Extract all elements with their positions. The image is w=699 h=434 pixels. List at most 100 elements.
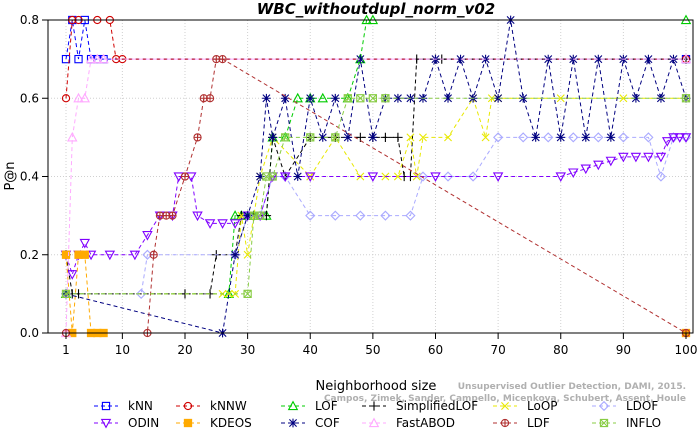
point-ODIN-22	[430, 172, 441, 182]
watermark-line-1: Campos, Zimek, Sander, Campello, Micenko…	[324, 394, 686, 404]
legend-label-FastABOD: FastABOD	[396, 416, 455, 430]
watermark: Unsupervised Outlier Detection, DAMI, 20…	[324, 382, 686, 404]
point-ODIN-31	[643, 152, 654, 163]
point-LoOP-13	[406, 133, 415, 142]
x-tick-label-10: 100	[675, 343, 698, 357]
point-COF-5	[262, 93, 271, 103]
legend-label-INFLO: INFLO	[626, 416, 661, 430]
point-COF-11	[330, 93, 340, 103]
y-tick-label-2: 0.4	[20, 170, 39, 184]
legend-marker-FastABOD	[368, 417, 380, 428]
legend-label-LDF: LDF	[527, 416, 550, 430]
y-tick-label-1: 0.2	[20, 248, 39, 262]
point-ODIN-12	[192, 211, 203, 222]
legend-item-kNNW: kNNW	[176, 399, 247, 413]
point-ODIN-5	[104, 250, 116, 261]
point-COF-13	[356, 54, 365, 64]
point-LoOP-12	[393, 172, 402, 181]
point-ODIN-6	[129, 250, 141, 261]
point-ODIN-13	[204, 219, 216, 229]
point-COF-6	[268, 133, 277, 142]
legend-marker-COF	[288, 418, 298, 428]
point-ODIN-32	[655, 152, 667, 163]
point-COF-33	[606, 133, 616, 142]
point-INFLO-9	[343, 94, 352, 103]
legend-label-COF: COF	[315, 416, 340, 430]
legend-item-LDOF: LDOF	[592, 399, 658, 413]
point-ODIN-20	[304, 172, 316, 182]
point-LOF-9	[292, 92, 303, 103]
point-LDOF-17	[518, 132, 529, 143]
series-INFLO	[61, 94, 691, 299]
legend-marker-kNN	[101, 401, 111, 411]
point-INFLO-8	[331, 133, 340, 142]
point-COF-2	[230, 250, 240, 260]
point-ODIN-36	[680, 133, 692, 143]
point-FastABOD-7	[680, 53, 692, 64]
point-LDOF-8	[305, 210, 316, 221]
point-INFLO-10	[356, 94, 365, 103]
point-COF-29	[556, 133, 566, 142]
point-SimplifiedLOF-16	[380, 132, 391, 143]
legend-marker-INFLO	[599, 418, 609, 428]
axis-ticks: 1 10 20 30 40 50 60 70 80 90 100 0.0 0.2 0.4 0.6 0.8	[20, 13, 698, 357]
y-tick-label-3: 0.6	[20, 91, 39, 105]
point-COF-36	[644, 54, 653, 64]
legend-item-SimplifiedLOF: SimplifiedLOF	[362, 399, 478, 413]
point-LDF-11	[218, 54, 227, 64]
legend-label-LoOP: LoOP	[527, 399, 558, 413]
legend-item-INFLO: INFLO	[592, 416, 661, 430]
legend-item-LDF: LDF	[493, 416, 550, 430]
legend-label-LDOF: LDOF	[626, 399, 658, 413]
point-COF-7	[280, 93, 290, 103]
legend-item-FastABOD: FastABOD	[362, 416, 455, 430]
point-KDEOS-0	[61, 250, 71, 259]
legend-marker-LDOF	[598, 400, 610, 412]
point-COF-12	[343, 133, 353, 142]
x-tick-label-5: 50	[365, 343, 380, 357]
point-COF-3	[243, 211, 252, 220]
legend-label-KDEOS: KDEOS	[210, 416, 252, 430]
point-COF-24	[493, 93, 503, 103]
point-FastABOD-5	[92, 53, 103, 64]
point-ODIN-21	[367, 172, 379, 182]
y-tick-label-0: 0.0	[20, 326, 39, 340]
series-line-FastABOD	[65, 58, 686, 334]
point-LDOF-14	[442, 171, 454, 182]
point-LDF-7	[193, 133, 202, 142]
point-ODIN-1	[67, 270, 78, 280]
legend-marker-ODIN	[100, 418, 112, 429]
point-INFLO-6	[281, 133, 290, 142]
legend-marker-LDF	[500, 418, 510, 428]
legend-item-LoOP: LoOP	[493, 399, 558, 413]
y-tick-label-4: 0.8	[20, 13, 39, 27]
point-ODIN-29	[618, 152, 629, 163]
point-ODIN-27	[593, 160, 604, 171]
point-LDOF-11	[380, 210, 391, 221]
x-tick-label-3: 30	[240, 343, 255, 357]
point-LDOF-15	[467, 171, 479, 182]
point-LDOF-16	[493, 132, 504, 143]
point-COF-31	[581, 133, 591, 142]
point-SimplifiedLOF-17	[393, 132, 403, 143]
x-tick-label-6: 60	[428, 343, 443, 357]
point-ODIN-26	[580, 164, 592, 175]
point-FastABOD-4	[85, 53, 97, 64]
x-tick-label-2: 20	[177, 343, 192, 357]
point-ODIN-24	[555, 172, 566, 182]
point-LDF-6	[180, 172, 190, 181]
point-FastABOD-2	[73, 92, 84, 103]
x-tick-label-9: 90	[616, 343, 631, 357]
point-ODIN-7	[142, 231, 153, 241]
point-LDOF-19	[568, 132, 579, 143]
series-line-LoOP	[66, 97, 686, 295]
legend-item-COF: COF	[281, 416, 340, 430]
point-kNN-0	[61, 54, 71, 64]
series-LoOP	[62, 94, 690, 298]
legend-marker-LOF	[287, 400, 299, 411]
point-LDOF-10	[355, 210, 366, 221]
point-ODIN-34	[668, 133, 679, 143]
point-INFLO-3	[255, 211, 265, 220]
point-COF-9	[305, 93, 315, 103]
